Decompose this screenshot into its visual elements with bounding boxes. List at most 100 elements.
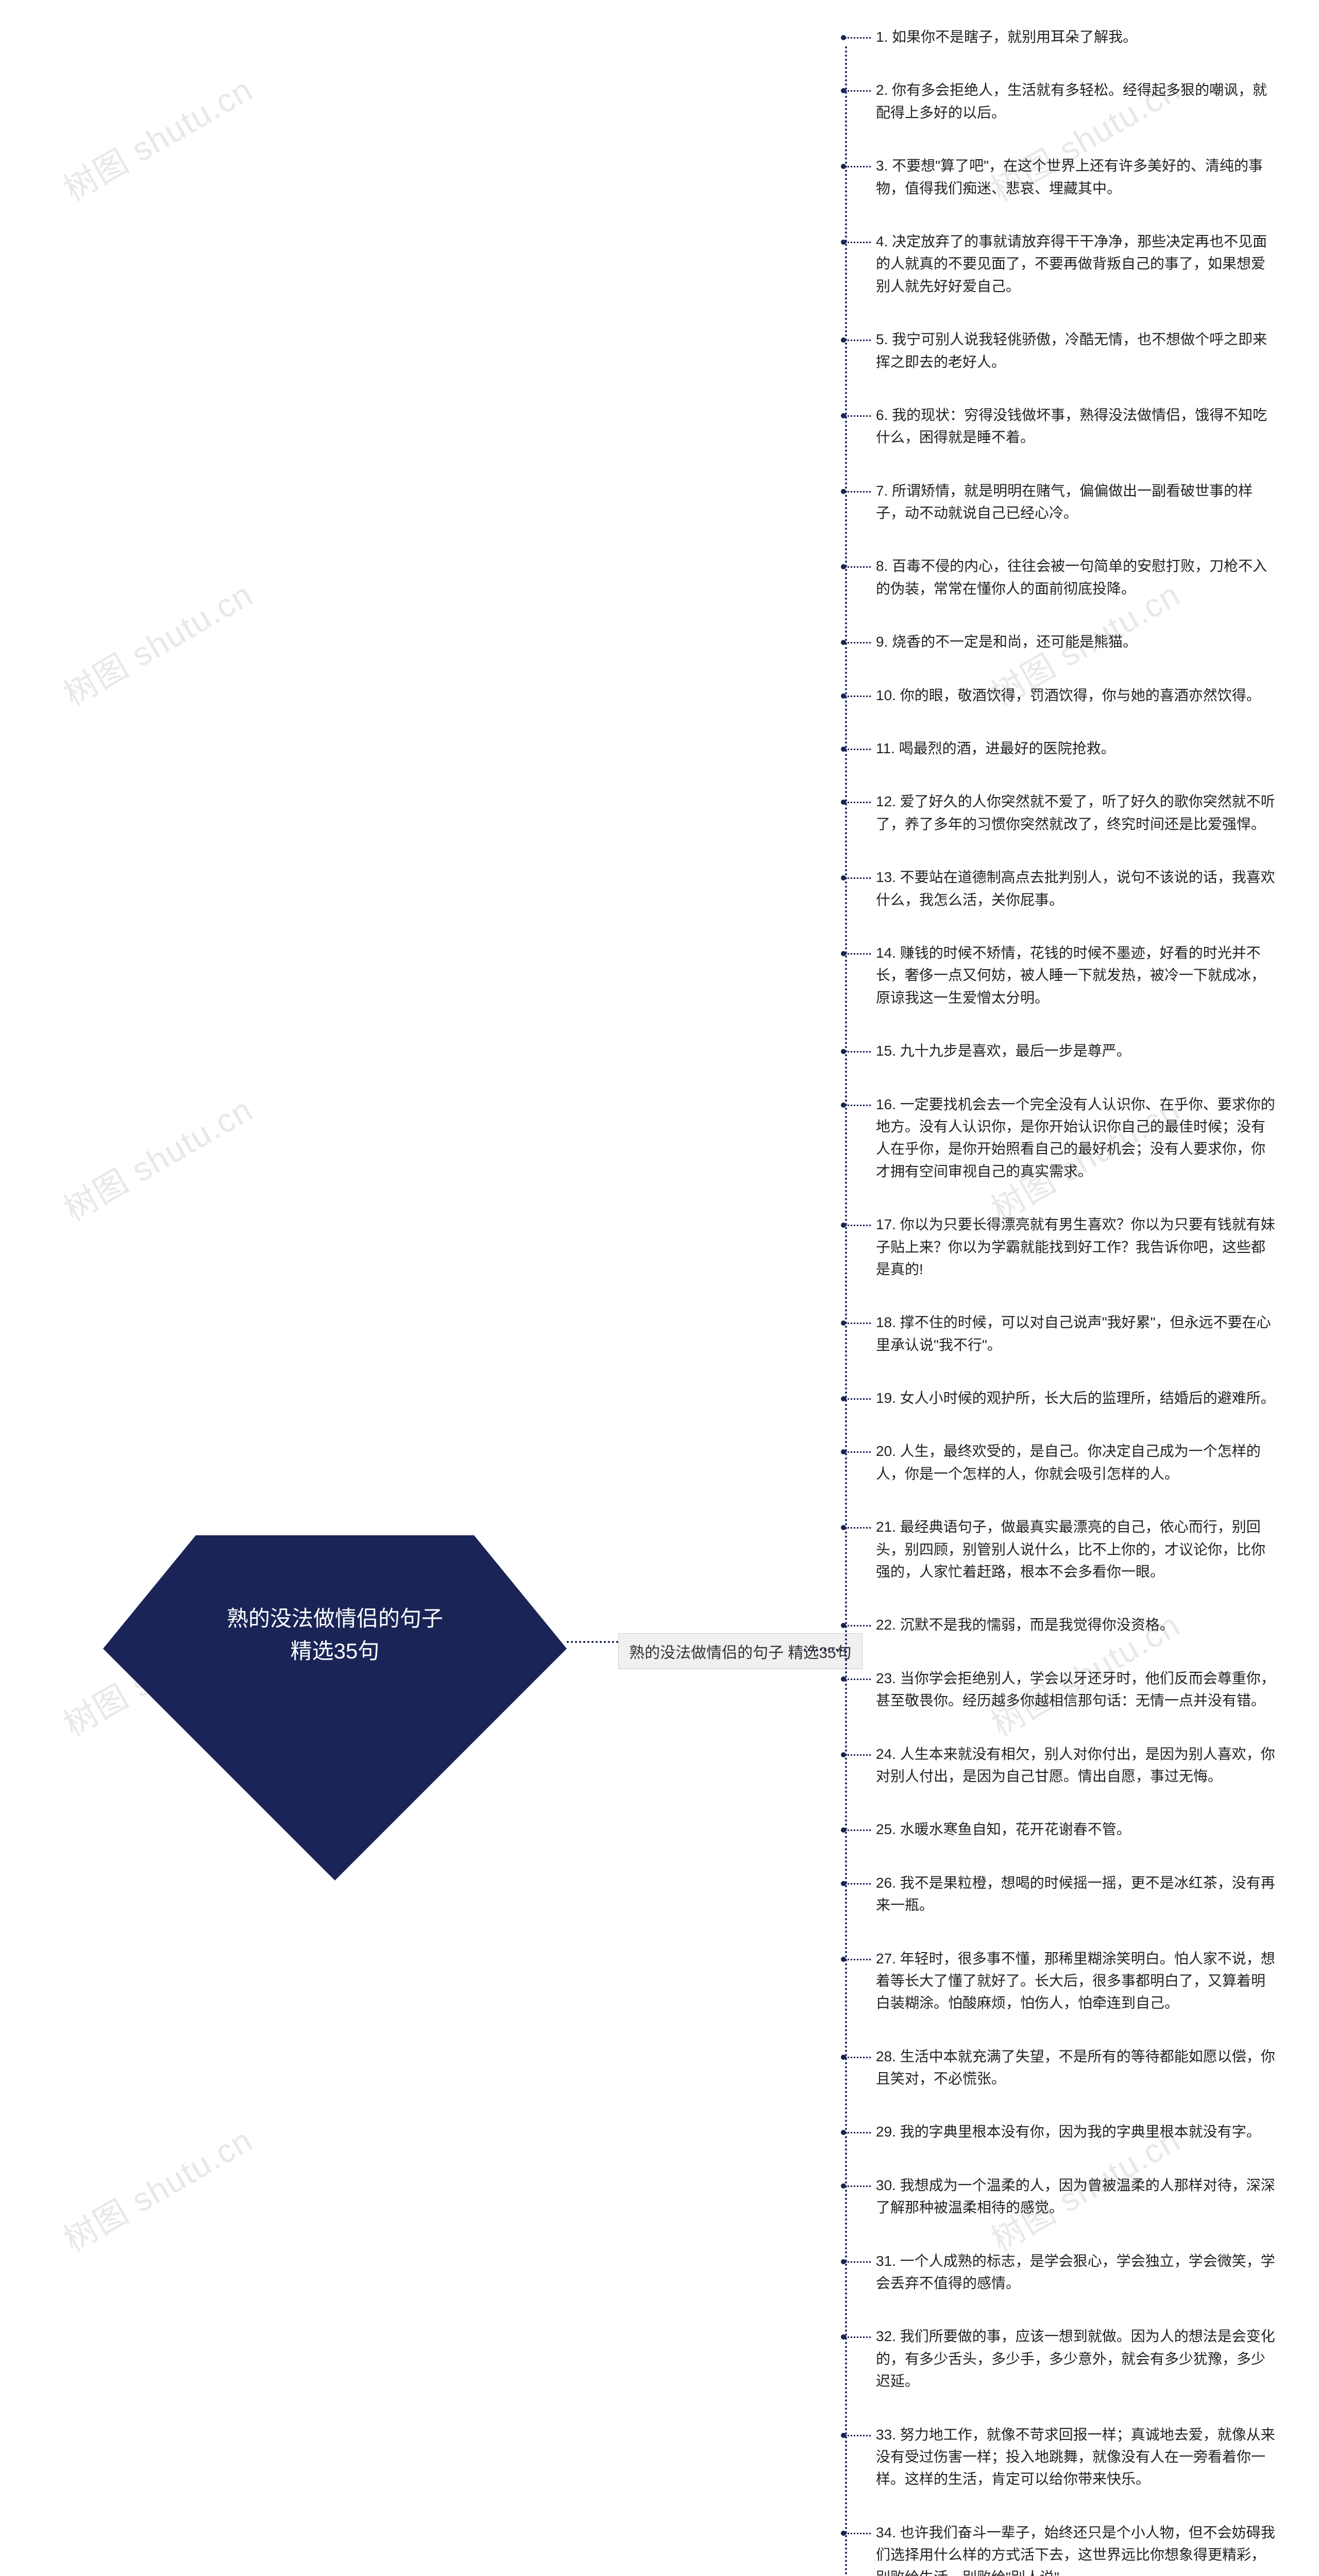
item-connector: [845, 953, 871, 955]
list-item-text: 31. 一个人成熟的标志，是学会狠心，学会独立，学会微笑，学会丢弃不值得的感情。: [876, 2253, 1275, 2291]
list-item: 14. 赚钱的时候不矫情，花钱的时候不墨迹，好看的时光并不长，奢侈一点又何妨，被…: [855, 942, 1278, 1009]
item-connector: [845, 340, 871, 341]
item-connector: [845, 37, 871, 39]
item-connector: [845, 166, 871, 167]
list-item-text: 23. 当你学会拒绝别人，学会以牙还牙时，他们反而会尊重你，甚至敬畏你。经历越多…: [876, 1670, 1275, 1708]
list-item-text: 1. 如果你不是瞎子，就别用耳朵了解我。: [876, 29, 1137, 45]
item-connector: [845, 491, 871, 493]
item-connector: [845, 1105, 871, 1106]
item-connector: [845, 1679, 871, 1680]
list-item: 19. 女人小时候的观护所，长大后的监理所，结婚后的避难所。: [855, 1387, 1278, 1409]
item-connector: [845, 2435, 871, 2436]
list-item: 30. 我想成为一个温柔的人，因为曾被温柔的人那样对待，深深了解那种被温柔相待的…: [855, 2174, 1278, 2219]
list-item-text: 19. 女人小时候的观护所，长大后的监理所，结婚后的避难所。: [876, 1390, 1275, 1406]
item-connector: [845, 2261, 871, 2263]
list-item-text: 22. 沉默不是我的懦弱，而是我觉得你没资格。: [876, 1617, 1174, 1633]
list-item-text: 20. 人生，最终欢受的，是自己。你决定自己成为一个怎样的人，你是一个怎样的人，…: [876, 1443, 1261, 1481]
list-item: 18. 撑不住的时候，可以对自己说声"我好累"，但永远不要在心里承认说"我不行"…: [855, 1311, 1278, 1356]
item-connector: [845, 1754, 871, 1756]
item-connector: [845, 749, 871, 750]
list-item: 9. 烧香的不一定是和尚，还可能是熊猫。: [855, 631, 1278, 653]
list-item: 5. 我宁可别人说我轻佻骄傲，冷酷无情，也不想做个呼之即来挥之即去的老好人。: [855, 328, 1278, 373]
item-connector: [845, 696, 871, 697]
item-connector: [845, 2132, 871, 2133]
vertical-spine: [845, 46, 847, 2576]
item-connector: [845, 415, 871, 417]
subtitle-box: 熟的没法做情侣的句子 精选35句: [618, 1633, 863, 1669]
item-connector: [845, 877, 871, 879]
item-connector: [845, 2533, 871, 2534]
item-connector: [845, 2057, 871, 2058]
list-item: 17. 你以为只要长得漂亮就有男生喜欢？你以为只要有钱就有妹子贴上来？你以为学霸…: [855, 1213, 1278, 1280]
item-connector: [845, 1625, 871, 1626]
item-connector: [845, 642, 871, 643]
root-node: 熟的没法做情侣的句子精选35句: [103, 1417, 567, 1880]
connector-root-subtitle: [567, 1641, 618, 1643]
item-connector: [845, 2185, 871, 2187]
item-connector: [845, 1959, 871, 1960]
watermark-text: 树图 shutu.cn: [54, 64, 260, 211]
list-item-text: 18. 撑不住的时候，可以对自己说声"我好累"，但永远不要在心里承认说"我不行"…: [876, 1314, 1271, 1352]
item-connector: [845, 1051, 871, 1053]
list-item: 33. 努力地工作，就像不苛求回报一样；真诚地去爱，就像从来没有受过伤害一样；投…: [855, 2424, 1278, 2490]
list-item: 21. 最经典语句子，做最真实最漂亮的自己，依心而行，别回头，别四顾，别管别人说…: [855, 1516, 1278, 1583]
list-item: 24. 人生本来就没有相欠，别人对你付出，是因为别人喜欢，你对别人付出，是因为自…: [855, 1743, 1278, 1788]
item-connector: [845, 1883, 871, 1885]
list-item: 22. 沉默不是我的懦弱，而是我觉得你没资格。: [855, 1614, 1278, 1636]
list-item-text: 12. 爱了好久的人你突然就不爱了，听了好久的歌你突然就不听了，养了多年的习惯你…: [876, 793, 1275, 832]
list-item-text: 7. 所谓矫情，就是明明在赌气，偏偏做出一副看破世事的样子，动不动就说自己已经心…: [876, 483, 1253, 521]
item-connector: [845, 1225, 871, 1226]
item-connector: [845, 242, 871, 243]
item-connector: [845, 1398, 871, 1400]
connector-subtitle-spine: [804, 1649, 846, 1651]
watermark-text: 树图 shutu.cn: [54, 569, 260, 716]
item-connector: [845, 1829, 871, 1831]
list-item: 2. 你有多会拒绝人，生活就有多轻松。经得起多狠的嘲讽，就配得上多好的以后。: [855, 79, 1278, 124]
list-item: 4. 决定放弃了的事就请放弃得干干净净，那些决定再也不见面的人就真的不要见面了，…: [855, 230, 1278, 297]
list-item-text: 3. 不要想"算了吧"，在这个世界上还有许多美好的、清纯的事物，值得我们痴迷、悲…: [876, 158, 1263, 196]
list-item-text: 15. 九十九步是喜欢，最后一步是尊严。: [876, 1043, 1131, 1059]
list-item: 7. 所谓矫情，就是明明在赌气，偏偏做出一副看破世事的样子，动不动就说自己已经心…: [855, 480, 1278, 524]
list-item: 34. 也许我们奋斗一辈子，始终还只是个小人物，但不会妨碍我们选择用什么样的方式…: [855, 2521, 1278, 2576]
list-item: 12. 爱了好久的人你突然就不爱了，听了好久的歌你突然就不听了，养了多年的习惯你…: [855, 790, 1278, 835]
list-item-text: 16. 一定要找机会去一个完全没有人认识你、在乎你、要求你的地方。没有人认识你，…: [876, 1096, 1275, 1179]
list-item: 3. 不要想"算了吧"，在这个世界上还有许多美好的、清纯的事物，值得我们痴迷、悲…: [855, 155, 1278, 199]
item-list: 1. 如果你不是瞎子，就别用耳朵了解我。 2. 你有多会拒绝人，生活就有多轻松。经…: [855, 26, 1278, 2576]
list-item: 29. 我的字典里根本没有你，因为我的字典里根本就没有字。: [855, 2121, 1278, 2143]
list-item-text: 8. 百毒不侵的内心，往往会被一句简单的安慰打败，刀枪不入的伪装，常常在懂你人的…: [876, 558, 1267, 596]
list-item-text: 14. 赚钱的时候不矫情，花钱的时候不墨迹，好看的时光并不长，奢侈一点又何妨，被…: [876, 945, 1265, 1006]
list-item: 23. 当你学会拒绝别人，学会以牙还牙时，他们反而会尊重你，甚至敬畏你。经历越多…: [855, 1667, 1278, 1712]
list-item-text: 34. 也许我们奋斗一辈子，始终还只是个小人物，但不会妨碍我们选择用什么样的方式…: [876, 2524, 1275, 2576]
list-item-text: 27. 年轻时，很多事不懂，那稀里糊涂笑明白。怕人家不说，想着等长大了懂了就好了…: [876, 1951, 1275, 2011]
item-connector: [845, 802, 871, 803]
list-item: 15. 九十九步是喜欢，最后一步是尊严。: [855, 1040, 1278, 1062]
list-item-text: 5. 我宁可别人说我轻佻骄傲，冷酷无情，也不想做个呼之即来挥之即去的老好人。: [876, 331, 1267, 369]
watermark-text: 树图 shutu.cn: [54, 1084, 260, 1231]
list-item: 31. 一个人成熟的标志，是学会狠心，学会独立，学会微笑，学会丢弃不值得的感情。: [855, 2250, 1278, 2295]
list-item-text: 10. 你的眼，敬酒饮得，罚酒饮得，你与她的喜酒亦然饮得。: [876, 687, 1261, 703]
list-item: 6. 我的现状：穷得没钱做坏事，熟得没法做情侣，饿得不知吃什么，困得就是睡不着。: [855, 404, 1278, 449]
list-item: 32. 我们所要做的事，应该一想到就做。因为人的想法是会变化的，有多少舌头，多少…: [855, 2325, 1278, 2392]
list-item-text: 2. 你有多会拒绝人，生活就有多轻松。经得起多狠的嘲讽，就配得上多好的以后。: [876, 82, 1267, 120]
item-connector: [845, 566, 871, 568]
list-item-text: 24. 人生本来就没有相欠，别人对你付出，是因为别人喜欢，你对别人付出，是因为自…: [876, 1746, 1275, 1784]
list-item: 10. 你的眼，敬酒饮得，罚酒饮得，你与她的喜酒亦然饮得。: [855, 684, 1278, 706]
list-item-text: 33. 努力地工作，就像不苛求回报一样；真诚地去爱，就像从来没有受过伤害一样；投…: [876, 2427, 1275, 2487]
list-item-text: 29. 我的字典里根本没有你，因为我的字典里根本就没有字。: [876, 2124, 1261, 2140]
list-item-text: 13. 不要站在道德制高点去批判别人，说句不该说的话，我喜欢什么，我怎么活，关你…: [876, 869, 1275, 907]
list-item-text: 25. 水暖水寒鱼自知，花开花谢春不管。: [876, 1821, 1131, 1837]
list-item: 28. 生活中本就充满了失望，不是所有的等待都能如愿以偿，你且笑对，不必慌张。: [855, 2045, 1278, 2090]
list-item-text: 9. 烧香的不一定是和尚，还可能是熊猫。: [876, 634, 1137, 650]
item-connector: [845, 90, 871, 92]
list-item-text: 17. 你以为只要长得漂亮就有男生喜欢？你以为只要有钱就有妹子贴上来？你以为学霸…: [876, 1216, 1275, 1277]
item-connector: [845, 1323, 871, 1324]
list-item: 27. 年轻时，很多事不懂，那稀里糊涂笑明白。怕人家不说，想着等长大了懂了就好了…: [855, 1947, 1278, 2014]
item-connector: [845, 2336, 871, 2338]
list-item-text: 32. 我们所要做的事，应该一想到就做。因为人的想法是会变化的，有多少舌头，多少…: [876, 2328, 1275, 2389]
list-item: 1. 如果你不是瞎子，就别用耳朵了解我。: [855, 26, 1278, 48]
list-item-text: 4. 决定放弃了的事就请放弃得干干净净，那些决定再也不见面的人就真的不要见面了，…: [876, 233, 1267, 294]
list-item: 13. 不要站在道德制高点去批判别人，说句不该说的话，我喜欢什么，我怎么活，关你…: [855, 866, 1278, 911]
list-item: 26. 我不是果粒橙，想喝的时候摇一摇，更不是冰红茶，没有再来一瓶。: [855, 1872, 1278, 1917]
watermark-text: 树图 shutu.cn: [54, 2114, 260, 2261]
root-title: 熟的没法做情侣的句子精选35句: [103, 1602, 567, 1667]
